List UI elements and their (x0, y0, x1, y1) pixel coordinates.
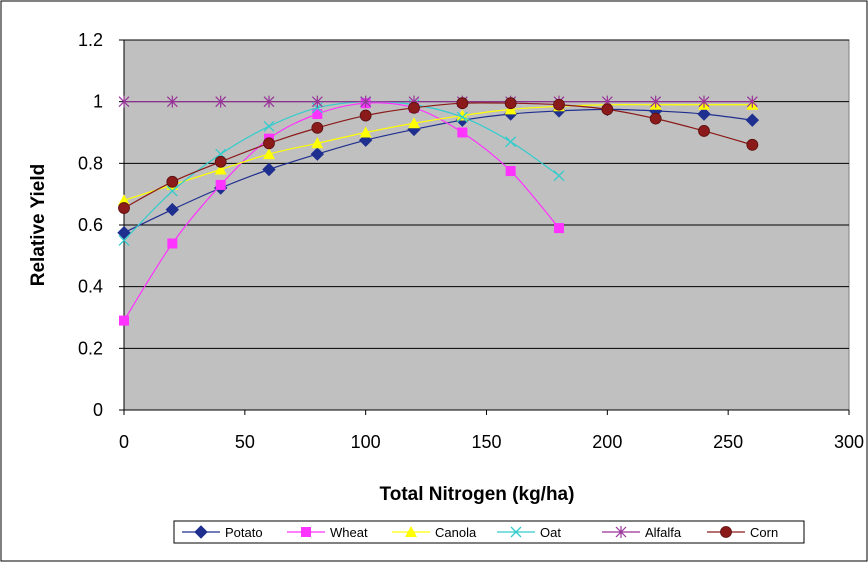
data-point-corn (649, 112, 662, 125)
data-point-wheat (505, 166, 516, 177)
legend-item-canola: Canola (392, 525, 477, 540)
legend-item-alfalfa: Alfalfa (602, 525, 682, 540)
data-point-canola (359, 126, 372, 138)
y-tick-label: 0.4 (78, 277, 103, 297)
data-point-potato (310, 147, 325, 161)
data-point-wheat (215, 179, 226, 190)
legend: Potato Wheat Canola Oat Alfalfa Corn (173, 520, 805, 544)
data-point-corn (601, 103, 614, 116)
legend-marker (510, 526, 522, 538)
legend-marker (615, 526, 627, 538)
data-point-alfalfa (746, 95, 758, 108)
x-tick-label: 200 (592, 432, 622, 452)
y-tick-label: 0.6 (78, 215, 103, 235)
data-point-oat (118, 234, 130, 246)
data-point-corn (698, 125, 710, 137)
y-axis-title: Relative Yield (28, 164, 49, 287)
legend-label: Wheat (330, 525, 368, 540)
legend-marker (194, 525, 208, 539)
y-tick-label: 0 (93, 400, 103, 420)
data-point-canola (118, 194, 130, 206)
legend-marker (405, 526, 417, 537)
data-point-oat (166, 185, 178, 197)
data-point-alfalfa (698, 95, 710, 108)
legend-marker (301, 527, 311, 537)
legend-item-wheat: Wheat (287, 525, 368, 540)
data-point-alfalfa (650, 95, 662, 108)
data-point-alfalfa (118, 95, 130, 108)
data-point-oat (505, 136, 517, 148)
data-point-alfalfa (311, 95, 323, 108)
x-tick-label: 0 (119, 432, 129, 452)
x-tick-label: 250 (713, 432, 743, 452)
legend-item-corn: Corn (707, 525, 778, 540)
legend-label: Corn (750, 525, 778, 540)
data-point-alfalfa (360, 95, 372, 108)
series-line-wheat (123, 102, 560, 321)
x-tick-label: 300 (834, 432, 864, 452)
data-point-canola (311, 137, 324, 149)
data-point-potato (262, 162, 276, 177)
data-point-corn (746, 138, 759, 151)
x-tick-label: 150 (471, 432, 501, 452)
data-point-canola (214, 163, 227, 175)
data-point-oat (263, 120, 275, 132)
legend-marker (720, 526, 732, 538)
data-point-oat (553, 170, 565, 182)
legend-label: Alfalfa (645, 525, 682, 540)
data-point-corn (456, 97, 469, 110)
data-point-corn (263, 137, 275, 150)
data-point-wheat (167, 238, 178, 249)
data-point-potato (697, 107, 711, 121)
x-tick-label: 100 (351, 432, 381, 452)
data-point-corn (504, 97, 517, 110)
legend-item-oat: Oat (497, 525, 561, 540)
data-point-corn (408, 101, 420, 114)
data-point-oat (456, 111, 468, 123)
y-tick-label: 1.2 (78, 30, 103, 50)
data-point-alfalfa (263, 95, 275, 108)
series-corn (118, 97, 759, 214)
data-point-wheat (312, 109, 323, 119)
data-point-corn (359, 109, 372, 122)
data-point-wheat (554, 223, 564, 234)
y-tick-label: 0.8 (78, 153, 103, 173)
legend-item-potato: Potato (182, 525, 263, 540)
data-point-alfalfa (215, 95, 227, 108)
data-point-wheat (119, 315, 129, 326)
data-point-potato (165, 202, 180, 217)
series-line-canola (123, 104, 753, 201)
legend-label: Canola (435, 525, 477, 540)
series-line-oat (123, 100, 560, 241)
x-axis-title: Total Nitrogen (kg/ha) (380, 484, 575, 505)
y-tick-label: 1 (93, 92, 103, 112)
data-point-corn (166, 175, 179, 188)
legend-label: Oat (540, 525, 561, 540)
legend-label: Potato (225, 525, 263, 540)
data-point-corn (214, 155, 227, 168)
data-point-potato (745, 113, 760, 127)
legend-box (173, 520, 805, 544)
data-point-canola (408, 117, 420, 129)
y-tick-label: 0.2 (78, 338, 103, 358)
data-point-canola (263, 148, 275, 160)
data-point-potato (117, 226, 131, 240)
data-point-corn (553, 98, 565, 111)
data-point-corn (311, 121, 324, 134)
data-point-alfalfa (166, 95, 178, 108)
x-tick-label: 50 (235, 432, 255, 452)
data-point-wheat (457, 127, 468, 138)
data-point-corn (118, 202, 130, 214)
